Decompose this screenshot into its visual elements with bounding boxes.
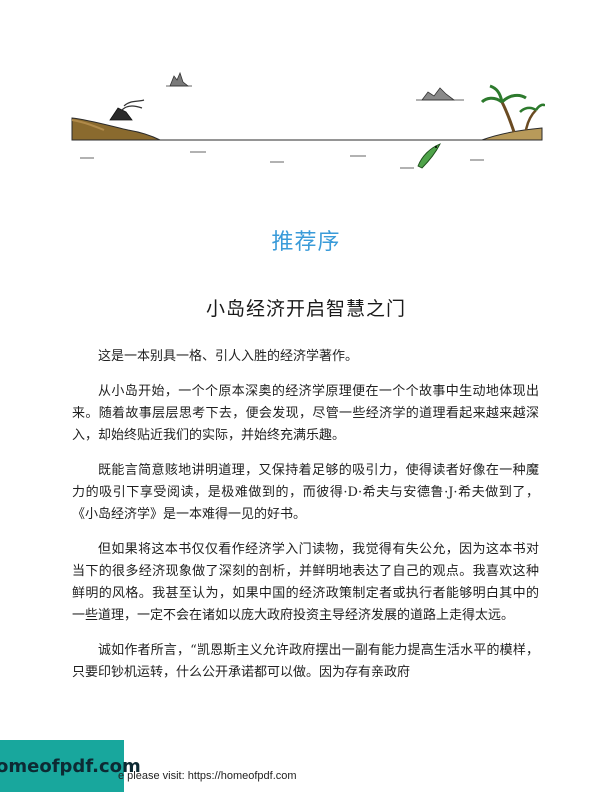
article-title: 小岛经济开启智慧之门: [205, 298, 406, 320]
paragraph: 但如果将这本书仅仅看作经济学入门读物，我觉得有失公允，因为这本书对当下的很多经济…: [72, 542, 539, 623]
section-label: 推荐序: [271, 230, 341, 255]
distant-island-icon: [416, 87, 464, 101]
right-island-palm-icon: [480, 84, 545, 141]
water-ripples: [80, 151, 484, 169]
body-text: 这是一本别具一格、引人入胜的经济学著作。 从小岛开始，一个个原本深奥的经济学原理…: [72, 346, 539, 697]
paragraph: 这是一本别具一格、引人入胜的经济学著作。: [98, 349, 359, 364]
island-illustration: [71, 71, 545, 169]
watermark-logo[interactable]: homeofpdf.com: [0, 740, 141, 792]
fish-icon: [417, 143, 441, 169]
paragraph: 从小岛开始，一个个原本深奥的经济学原理便在一个个故事中生动地体现出来。随着故事层…: [72, 384, 539, 443]
distant-rock-icon: [166, 71, 192, 87]
paragraph: 诚如作者所言，“凯恩斯主义允许政府摆出一副有能力提高生活水平的模样，只要印钞机运…: [72, 643, 539, 680]
footer-link-text[interactable]: e please visit: https://homeofpdf.com: [118, 770, 297, 782]
paragraph: 既能言简意赅地讲明道理，又保持着足够的吸引力，使得读者好像在一种魔力的吸引下享受…: [72, 463, 539, 522]
left-island-icon: [71, 99, 161, 141]
